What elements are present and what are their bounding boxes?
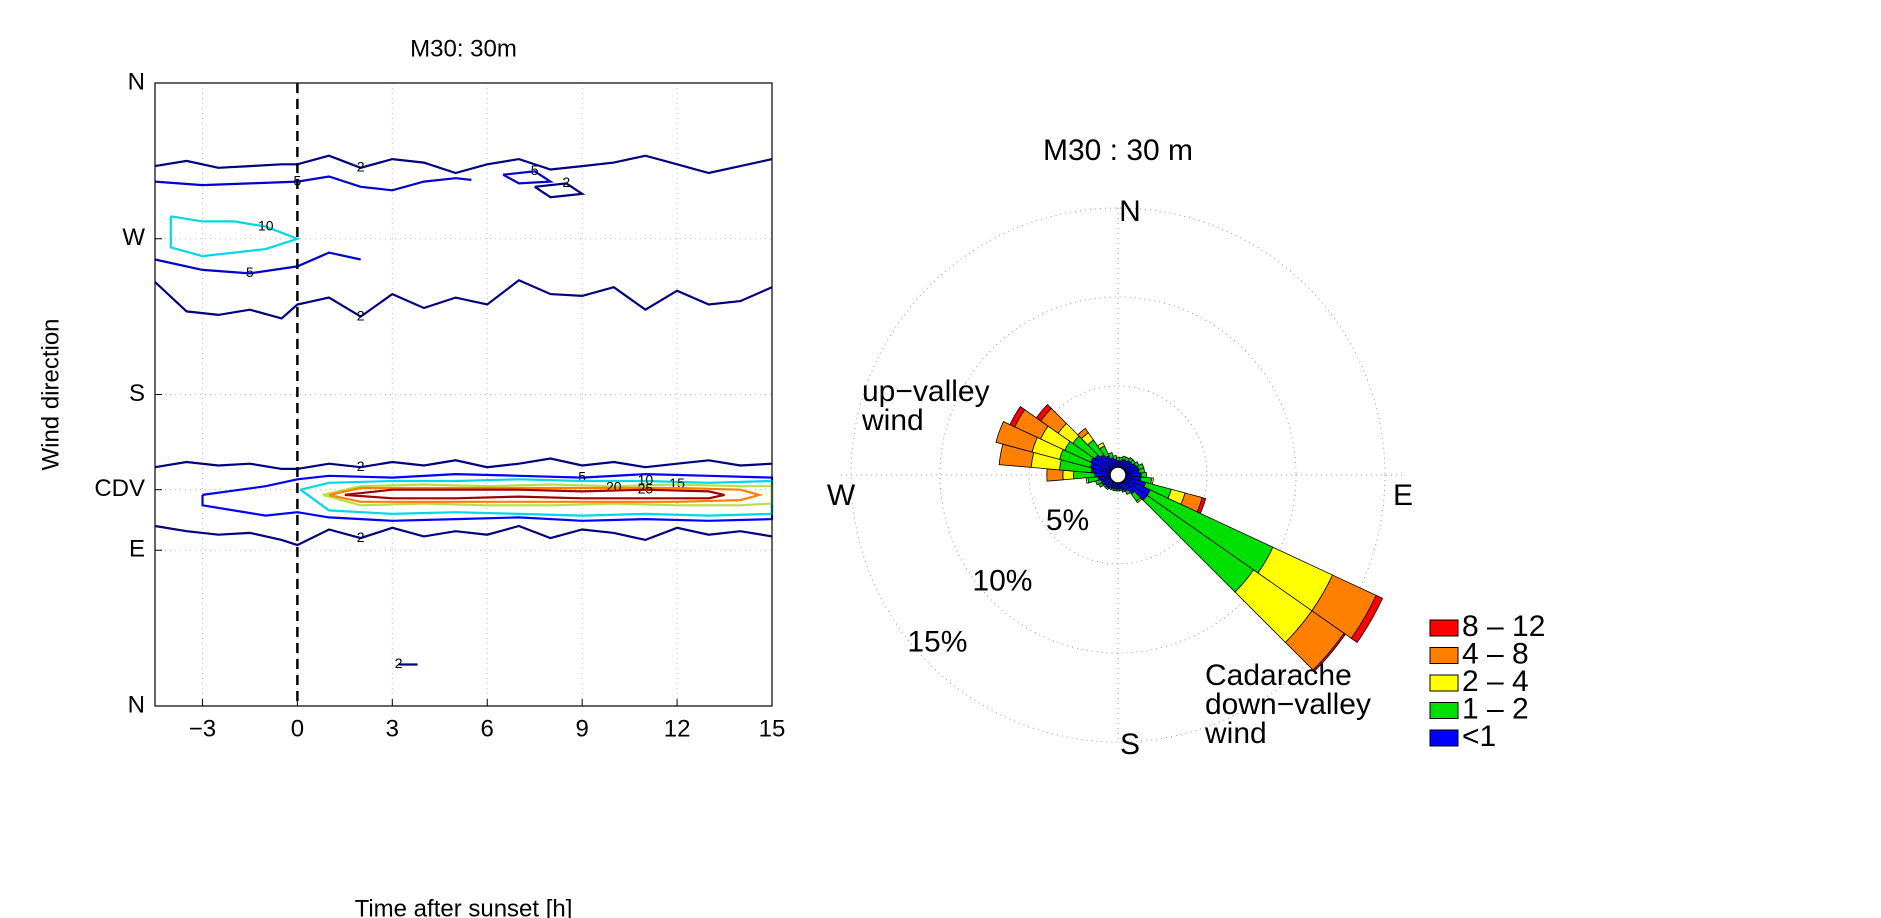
grid-ring — [1028, 385, 1208, 565]
chart-title: M30: 30m — [410, 35, 517, 62]
contour-chart: M30: 30m −3 0 3 6 9 12 15 N W S CDV E N Time after sun… — [37, 35, 785, 918]
plot-frame — [154, 82, 773, 707]
rose-segment — [1135, 497, 1143, 504]
contour-label: 2 — [357, 529, 365, 545]
x-tick-label: 0 — [291, 715, 304, 742]
grid-ring — [850, 207, 1386, 743]
legend-label: 8 – 12 — [1462, 610, 1545, 643]
contour-label: 5 — [531, 162, 539, 178]
rose-segment — [1077, 427, 1089, 440]
y-tick-label: E — [129, 536, 145, 563]
contour-line — [502, 170, 554, 185]
rose-segment — [1035, 403, 1052, 422]
compass-label: N — [1119, 195, 1141, 228]
annotation: up−valley — [862, 375, 990, 408]
center-hole — [1109, 466, 1127, 484]
rose-segment — [1350, 594, 1384, 643]
grid-ring — [939, 296, 1297, 654]
annotation: down−valley — [1205, 688, 1371, 721]
rose-segment — [1121, 488, 1127, 493]
ring-label: 10% — [972, 565, 1032, 598]
rose-segment — [1046, 468, 1064, 482]
compass-label: S — [1120, 728, 1140, 761]
legend-swatch — [1429, 702, 1459, 719]
contour-label: 10 — [258, 217, 274, 233]
contour-label: 5 — [246, 264, 254, 280]
contour-line — [154, 154, 773, 175]
rose-segment — [1124, 489, 1131, 495]
ring-label: 5% — [1046, 504, 1089, 537]
contour-label: 25 — [638, 480, 654, 496]
contour-label: 2 — [357, 307, 365, 323]
chart-title: M30 : 30 m — [1043, 134, 1193, 167]
contour-label: 2 — [562, 174, 570, 190]
contour-label: 2 — [395, 655, 403, 671]
legend-swatch — [1429, 729, 1459, 747]
contour-line — [154, 524, 773, 547]
contour-line — [169, 215, 301, 258]
contour-line — [534, 182, 586, 199]
x-tick-label: 3 — [386, 715, 399, 742]
rose-segment — [1009, 406, 1026, 428]
legend-label: 2 – 4 — [1462, 665, 1529, 698]
rose-segment — [1112, 455, 1118, 461]
compass-label: E — [1393, 479, 1413, 512]
contour-line — [154, 279, 773, 320]
y-axis-label: Wind direction — [37, 318, 64, 470]
contour-label: 10 — [638, 472, 654, 488]
contour-line — [344, 488, 725, 500]
compass-label: W — [827, 479, 856, 512]
contour-label: 5 — [578, 468, 586, 484]
x-tick-label: 12 — [664, 715, 691, 742]
contour-label: 2 — [357, 458, 365, 474]
y-tick-label: N — [128, 691, 145, 718]
legend-swatch — [1429, 674, 1459, 692]
contour-line — [154, 457, 773, 470]
legend-swatch — [1429, 647, 1459, 664]
contour-label: 20 — [606, 479, 622, 495]
x-tick-label: 15 — [759, 715, 786, 742]
rose-segment — [1097, 442, 1105, 450]
y-tick-label: W — [122, 224, 145, 251]
legend-swatch — [1429, 619, 1459, 637]
x-axis-label: Time after sunset [h] — [355, 895, 573, 918]
x-tick-label: 9 — [575, 715, 588, 742]
legend-label: 1 – 2 — [1462, 692, 1529, 725]
legend-label: <1 — [1462, 720, 1496, 753]
ring-label: 15% — [907, 625, 967, 658]
annotation: wind — [861, 404, 924, 437]
annotation: wind — [1204, 717, 1267, 750]
contour-line — [154, 175, 472, 192]
contour-line — [154, 251, 361, 275]
y-tick-label: N — [128, 68, 145, 95]
y-tick-label: S — [129, 380, 145, 407]
rose-segment — [995, 421, 1038, 453]
contour-label: 2 — [357, 159, 365, 175]
rose-segment — [1312, 632, 1347, 672]
x-tick-label: −3 — [189, 715, 216, 742]
contour-line — [328, 486, 764, 503]
y-tick-label: CDV — [94, 475, 145, 502]
x-tick-label: 6 — [481, 715, 494, 742]
annotation: Cadarache — [1205, 659, 1352, 692]
legend-label: 4 – 8 — [1462, 637, 1529, 670]
rose-segment — [1107, 452, 1114, 460]
wind-rose: M30 : 30 m5%10%15%NESWup−valleywindCadar… — [827, 134, 1546, 761]
rose-segment — [1062, 469, 1075, 481]
